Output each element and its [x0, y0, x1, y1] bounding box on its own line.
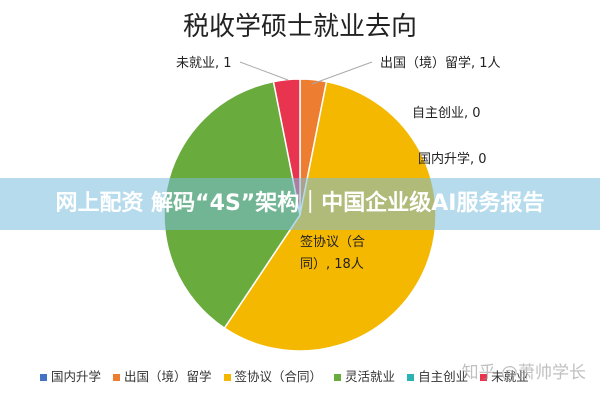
legend-label: 国内升学 — [51, 369, 102, 384]
data-label: 国内升学, 0 — [418, 152, 487, 167]
data-label: 未就业, 1 — [176, 56, 232, 71]
chart-title: 税收学硕士就业去向 — [182, 12, 417, 42]
data-label: 出国（境）留学, 1人 — [380, 56, 501, 71]
legend-item: 自主创业 — [407, 366, 468, 385]
legend-item: 出国（境）留学 — [113, 366, 212, 385]
legend-swatch — [334, 374, 342, 381]
legend-item: 国内升学 — [40, 366, 101, 385]
leader-line — [311, 61, 373, 85]
overlay-banner: 网上配资 解码“4S”架构｜中国企业级AI服务报告 — [0, 178, 600, 230]
legend-label: 签协议（合同） — [234, 369, 323, 384]
legend-label: 自主创业 — [418, 369, 469, 384]
legend-label: 未就业 — [491, 369, 529, 384]
legend-swatch — [113, 374, 121, 381]
watermark: 知乎 @萧帅学长 — [461, 363, 586, 383]
leader-line — [239, 61, 289, 81]
legend-item: 未就业 — [480, 366, 529, 385]
legend-swatch — [480, 374, 488, 381]
legend-item: 灵活就业 — [334, 366, 395, 385]
data-label: 签协议（合同）, 18人 — [300, 235, 366, 272]
legend: 国内升学 出国（境）留学 签协议（合同） 灵活就业 自主创业 未就业 — [40, 366, 529, 385]
legend-item: 签协议（合同） — [223, 366, 323, 385]
legend-swatch — [40, 374, 47, 381]
legend-swatch — [407, 374, 415, 381]
legend-label: 灵活就业 — [345, 369, 396, 384]
legend-label: 出国（境）留学 — [124, 369, 212, 384]
data-label: 自主创业, 0 — [412, 106, 481, 121]
legend-swatch — [223, 374, 231, 381]
